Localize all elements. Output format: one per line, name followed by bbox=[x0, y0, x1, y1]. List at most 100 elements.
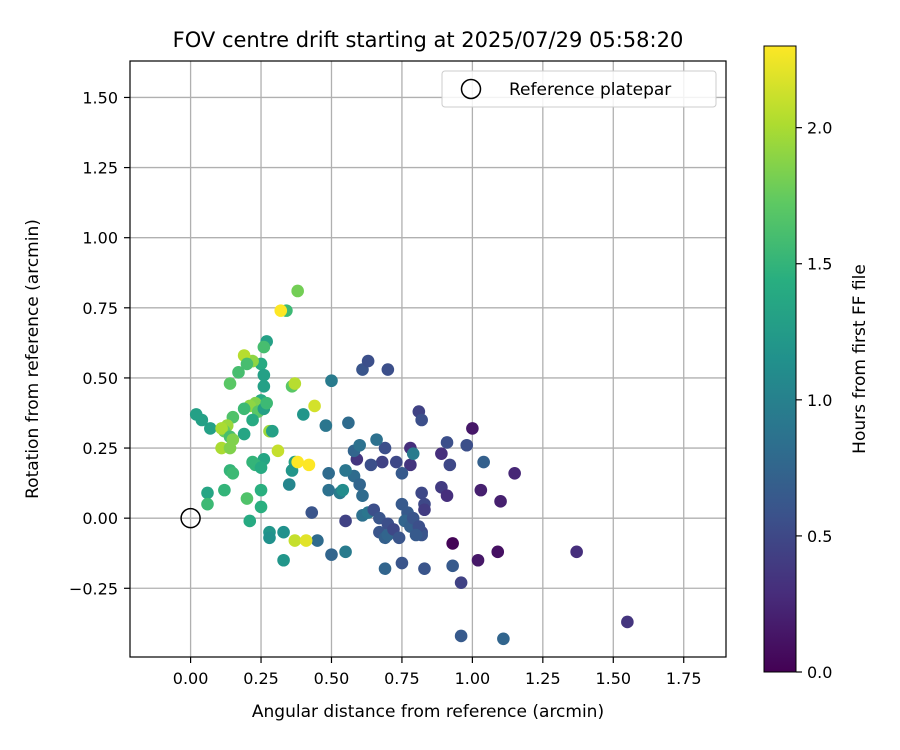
data-point bbox=[339, 464, 352, 477]
colorbar-tick-label: 1.5 bbox=[807, 255, 832, 274]
data-point bbox=[418, 562, 431, 575]
data-point bbox=[271, 444, 285, 458]
data-point bbox=[254, 483, 268, 497]
data-point bbox=[215, 422, 228, 435]
data-point bbox=[446, 559, 459, 573]
data-point bbox=[471, 553, 485, 567]
data-point bbox=[339, 514, 352, 528]
data-point bbox=[201, 497, 214, 511]
data-point bbox=[454, 576, 468, 589]
data-point bbox=[440, 436, 454, 449]
data-point bbox=[353, 438, 366, 452]
data-point bbox=[201, 486, 214, 500]
colorbar-tick-label: 1.0 bbox=[807, 391, 832, 410]
data-point bbox=[254, 500, 268, 514]
data-point bbox=[409, 528, 423, 542]
colorbar-tick-label: 0.5 bbox=[807, 527, 832, 546]
data-point bbox=[223, 377, 237, 390]
legend: Reference platepar bbox=[441, 70, 717, 108]
y-tick-label: 0.75 bbox=[82, 299, 118, 318]
data-point bbox=[322, 483, 335, 497]
data-point bbox=[189, 408, 203, 421]
data-point bbox=[308, 399, 321, 413]
data-point bbox=[240, 357, 254, 371]
data-point bbox=[277, 553, 290, 567]
data-point bbox=[240, 492, 254, 505]
data-point bbox=[395, 556, 409, 570]
data-point bbox=[237, 427, 251, 441]
data-point bbox=[339, 545, 352, 559]
data-point bbox=[246, 413, 259, 427]
y-tick-label: 1.25 bbox=[82, 159, 118, 178]
colorbar-gradient bbox=[763, 45, 797, 673]
data-point bbox=[282, 478, 296, 491]
data-point bbox=[291, 284, 304, 298]
data-point bbox=[226, 466, 240, 480]
data-point bbox=[257, 340, 271, 354]
x-tick-label: 0.25 bbox=[243, 669, 279, 688]
y-tick-label: 0.25 bbox=[82, 439, 118, 458]
data-point bbox=[237, 402, 251, 416]
data-point bbox=[260, 396, 273, 410]
y-tick-label: 1.50 bbox=[82, 88, 118, 107]
plot-frame bbox=[129, 60, 727, 658]
data-point bbox=[319, 419, 333, 432]
x-axis-label: Angular distance from reference (arcmin) bbox=[252, 702, 604, 722]
data-point bbox=[381, 363, 395, 376]
y-tick-label: 0.50 bbox=[82, 369, 118, 388]
data-point bbox=[435, 447, 448, 460]
data-point bbox=[404, 458, 417, 472]
data-point bbox=[325, 374, 338, 388]
x-tick-label: 1.75 bbox=[666, 669, 702, 688]
data-point bbox=[491, 545, 505, 559]
data-point bbox=[392, 531, 406, 545]
data-point bbox=[454, 629, 468, 643]
data-point bbox=[353, 478, 366, 491]
data-point bbox=[305, 506, 319, 519]
data-point bbox=[370, 433, 383, 446]
data-point bbox=[621, 615, 634, 629]
legend-reference-marker bbox=[460, 78, 482, 100]
data-point bbox=[336, 483, 350, 497]
data-point bbox=[257, 368, 271, 382]
data-point bbox=[299, 534, 313, 547]
data-point bbox=[364, 458, 378, 472]
data-point bbox=[342, 416, 355, 430]
data-point bbox=[277, 525, 290, 539]
y-tick-label: 1.00 bbox=[82, 229, 118, 248]
data-point bbox=[466, 422, 479, 435]
data-point bbox=[266, 424, 279, 438]
x-tick-label: 1.00 bbox=[455, 669, 491, 688]
data-point bbox=[406, 447, 420, 460]
data-point bbox=[204, 422, 217, 435]
data-point bbox=[378, 441, 392, 455]
data-point bbox=[474, 483, 488, 497]
data-point bbox=[378, 562, 392, 575]
x-tick-label: 1.25 bbox=[525, 669, 561, 688]
data-point bbox=[570, 545, 583, 559]
x-tick-label: 0.50 bbox=[314, 669, 350, 688]
y-axis-label: Rotation from reference (arcmin) bbox=[23, 219, 43, 499]
legend-box bbox=[441, 70, 717, 108]
data-point bbox=[440, 489, 454, 503]
data-point bbox=[497, 632, 510, 646]
data-point bbox=[243, 514, 257, 528]
data-point bbox=[297, 408, 310, 421]
legend-entry-reference: Reference platepar bbox=[509, 80, 671, 100]
data-point bbox=[415, 413, 428, 427]
data-point bbox=[477, 455, 490, 469]
data-point bbox=[254, 461, 268, 474]
data-point bbox=[263, 531, 276, 545]
data-point bbox=[460, 438, 474, 452]
data-point bbox=[274, 304, 288, 317]
x-axis-ticks: 0.00 0.25 0.50 0.75 1.00 1.25 1.50 1.75 bbox=[173, 657, 702, 688]
y-tick-label: −0.25 bbox=[69, 579, 118, 598]
colorbar-ticks: 0.0 0.5 1.0 1.5 2.0 bbox=[796, 119, 832, 682]
data-point bbox=[232, 366, 245, 379]
data-point bbox=[494, 495, 507, 508]
data-points bbox=[189, 284, 634, 646]
colorbar-tick-label: 0.0 bbox=[807, 663, 832, 682]
data-point bbox=[288, 377, 302, 390]
colorbar-tick-label: 2.0 bbox=[807, 119, 832, 138]
